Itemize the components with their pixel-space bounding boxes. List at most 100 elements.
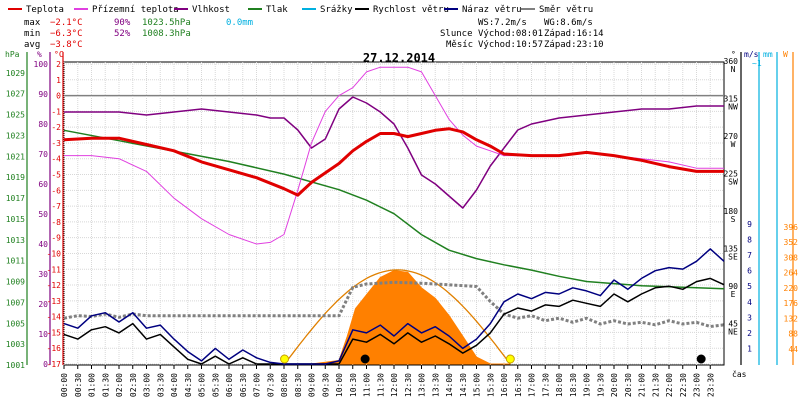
wind-tick: 1 bbox=[747, 344, 752, 353]
pressure-tick: 1023 bbox=[6, 131, 25, 140]
x-tick-label: 06:30 bbox=[239, 373, 248, 397]
humidity-tick: 90 bbox=[38, 90, 48, 99]
radiation-tick: 44 bbox=[788, 345, 798, 354]
x-tick-label: 16:00 bbox=[500, 373, 509, 397]
stat-max-press: 1023.5hPa bbox=[142, 18, 191, 28]
radiation-tick: 88 bbox=[788, 330, 798, 339]
x-tick-label: 04:00 bbox=[170, 373, 179, 397]
pressure-tick: 1021 bbox=[6, 152, 25, 161]
pressure-tick: 1027 bbox=[6, 90, 25, 99]
x-tick-label: 14:00 bbox=[445, 373, 454, 397]
legend: Teplota Přízemní teplota Vlhkost Tlak Srážky… bbox=[8, 5, 593, 15]
x-tick-label: 16:30 bbox=[514, 373, 523, 397]
x-tick-label: 19:30 bbox=[596, 373, 605, 397]
legend-label: Rychlost větru bbox=[373, 5, 449, 15]
x-tick-label: 10:00 bbox=[335, 373, 344, 397]
x-tick-label: 13:30 bbox=[431, 373, 440, 397]
radiation-unit: W bbox=[783, 50, 788, 59]
direction-compass-label: SW bbox=[728, 178, 738, 187]
temperature-tick: -13 bbox=[47, 297, 62, 306]
x-tick-label: 01:30 bbox=[101, 373, 110, 397]
legend-label: Srážky bbox=[320, 5, 353, 15]
temperature-tick: -9 bbox=[51, 234, 61, 243]
x-tick-label: 21:00 bbox=[638, 373, 647, 397]
radiation-tick: 220 bbox=[784, 284, 799, 293]
direction-compass-label: W bbox=[731, 140, 736, 149]
x-tick-label: 20:30 bbox=[624, 373, 633, 397]
stat-max-temp: −2.1°C bbox=[50, 18, 83, 28]
direction-compass-label: NE bbox=[728, 328, 738, 337]
temperature-tick: -17 bbox=[47, 360, 62, 369]
pressure-tick: 1015 bbox=[6, 215, 25, 224]
temperature-tick: -6 bbox=[51, 186, 61, 195]
temperature-tick: -4 bbox=[51, 155, 61, 164]
pressure-tick: 1017 bbox=[6, 194, 25, 203]
stat-wind-speed: WS:7.2m/s bbox=[478, 18, 527, 28]
x-tick-label: 09:30 bbox=[321, 373, 330, 397]
pressure-tick: 1013 bbox=[6, 236, 25, 245]
temperature-tick: 2 bbox=[56, 60, 61, 69]
humidity-tick: 0 bbox=[43, 360, 48, 369]
stat-moonrise: Východ:10:57 bbox=[478, 40, 543, 50]
humidity-tick: 80 bbox=[38, 120, 48, 129]
x-tick-label: 09:00 bbox=[308, 373, 317, 397]
x-tick-label: 07:00 bbox=[253, 373, 262, 397]
stat-min-press: 1008.3hPa bbox=[142, 29, 191, 39]
x-tick-label: 07:30 bbox=[266, 373, 275, 397]
temperature-tick: -1 bbox=[51, 107, 61, 116]
pressure-unit: hPa bbox=[5, 50, 20, 59]
direction-unit: ° bbox=[731, 50, 736, 59]
stats-panel: max −2.1°C 90% 1023.5hPa 0.0mm min −6.3°… bbox=[24, 18, 604, 50]
series-teplota bbox=[63, 127, 724, 197]
x-tick-label: 20:00 bbox=[610, 373, 619, 397]
series-vlhkost bbox=[64, 96, 724, 209]
temperature-tick: 0 bbox=[56, 92, 61, 101]
legend-label: Tlak bbox=[266, 5, 288, 15]
humidity-tick: 40 bbox=[38, 240, 48, 249]
chart-title: 27.12.2014 bbox=[363, 51, 435, 65]
x-tick-label: 08:30 bbox=[294, 373, 303, 397]
wind-tick: 9 bbox=[747, 220, 752, 229]
temperature-tick: -15 bbox=[47, 328, 62, 337]
direction-tick: 135 bbox=[724, 245, 739, 254]
radiation-tick: 132 bbox=[784, 314, 799, 323]
stat-min-label: min bbox=[24, 29, 40, 39]
humidity-tick: 100 bbox=[34, 60, 49, 69]
radiation-clear-sky-curve bbox=[284, 269, 511, 365]
stat-wind-gust: WG:8.6m/s bbox=[544, 18, 593, 28]
series-rychlost-v-tru bbox=[63, 277, 725, 365]
temperature-tick: -16 bbox=[47, 344, 62, 353]
x-tick-label: 22:00 bbox=[665, 373, 674, 397]
humidity-tick: 10 bbox=[38, 330, 48, 339]
moonrise-marker bbox=[360, 354, 370, 364]
stat-sunrise: Východ:08:01 bbox=[478, 29, 543, 39]
x-tick-label: 14:30 bbox=[459, 373, 468, 397]
series-tlak bbox=[63, 129, 725, 290]
x-tick-label: 18:30 bbox=[569, 373, 578, 397]
stat-moon-label: Měsíc bbox=[446, 40, 473, 50]
x-tick-label: 12:30 bbox=[404, 373, 413, 397]
pressure-tick: 1009 bbox=[6, 278, 25, 287]
wind-unit: m/s bbox=[744, 50, 759, 59]
temperature-tick: 1 bbox=[56, 76, 61, 85]
radiation-tick: 396 bbox=[784, 223, 799, 232]
temperature-tick: -3 bbox=[51, 139, 61, 148]
x-tick-label: 11:00 bbox=[363, 373, 372, 397]
stat-moonset: Západ:23:10 bbox=[544, 40, 604, 50]
x-tick-label: 03:30 bbox=[156, 373, 165, 397]
temperature-tick: -10 bbox=[47, 249, 62, 258]
sunset-marker bbox=[505, 354, 515, 364]
wind-tick: 4 bbox=[747, 298, 752, 307]
wind-tick: 7 bbox=[747, 251, 752, 260]
stat-sun-label: Slunce bbox=[440, 29, 473, 39]
x-tick-label: 19:00 bbox=[583, 373, 592, 397]
x-tick-label: 02:30 bbox=[129, 373, 138, 397]
sunrise-marker bbox=[280, 354, 290, 364]
wind-tick: 3 bbox=[747, 313, 752, 322]
x-tick-label: 00:30 bbox=[74, 373, 83, 397]
stat-max-label: max bbox=[24, 18, 41, 28]
stat-sunset: Západ:16:14 bbox=[544, 29, 604, 39]
humidity-unit: % bbox=[37, 50, 42, 59]
direction-tick: 270 bbox=[724, 132, 739, 141]
